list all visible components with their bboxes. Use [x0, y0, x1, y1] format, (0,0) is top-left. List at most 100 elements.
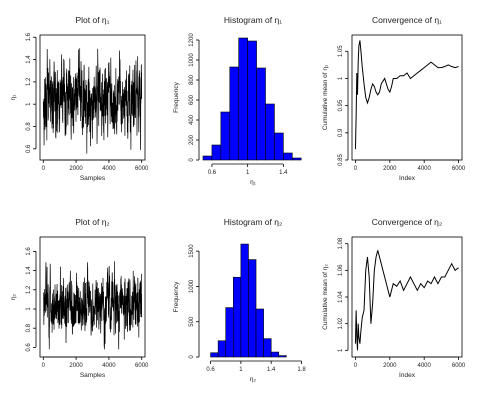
- chart-title: Convergence of η₁: [372, 15, 442, 25]
- y-tick-label: 800: [189, 74, 195, 85]
- y-tick-label: 1.4: [26, 55, 32, 64]
- x-tick-label: 4000: [102, 363, 116, 369]
- y-tick-label: 1.08: [338, 237, 344, 249]
- x-tick-label: 4000: [418, 166, 432, 172]
- panel-conv_eta2: Convergence of η₂ 0 2000 4000 6000 1 1.02 1.04 1…: [322, 217, 466, 379]
- chart-title: Convergence of η₂: [372, 217, 442, 227]
- x-axis-label: η₁: [250, 179, 257, 186]
- x-tick-label: 2000: [383, 166, 397, 172]
- y-axis-label: η₂: [10, 293, 17, 300]
- panel-hist_eta2: Histogram of η₂ 0.6 1 1.4 1.8 0 500 1000 1500 η₂ F…: [173, 217, 306, 383]
- chart-title: Plot of η₂: [75, 217, 110, 227]
- histogram-bar: [256, 67, 266, 161]
- histogram-bar: [210, 352, 219, 358]
- histogram-bar: [202, 155, 213, 161]
- y-axis-label: Frequency: [173, 281, 180, 312]
- histogram-bar: [265, 103, 275, 161]
- y-axis-label: η₁: [10, 94, 17, 101]
- histogram-bar: [225, 307, 234, 358]
- y-tick-label: 0.8: [26, 122, 32, 131]
- histogram-bar: [270, 351, 280, 358]
- x-tick-label: 0: [354, 166, 358, 172]
- trace-line: [42, 261, 143, 350]
- y-tick-label: 1.4: [26, 266, 32, 275]
- panel-hist_eta1: Histogram of η₁ 0.6 1 1.4 0 200 400 600 800 1000 1…: [173, 15, 302, 186]
- y-tick-label: 1.6: [26, 247, 32, 256]
- histogram-bar: [229, 66, 240, 161]
- y-tick-label: 1.02: [338, 317, 344, 329]
- y-tick-label: 0.85: [338, 154, 344, 166]
- y-tick-label: 1: [26, 102, 32, 106]
- y-tick-label: 0.8: [26, 323, 32, 332]
- y-axis-label: Frequency: [173, 81, 180, 112]
- y-tick-label: 0.9: [338, 128, 344, 137]
- histogram-bar: [211, 144, 222, 161]
- y-tick-label: 1200: [189, 33, 195, 47]
- histogram-bar: [233, 276, 242, 358]
- chart-title: Histogram of η₂: [224, 217, 283, 227]
- histogram-bar: [240, 243, 249, 358]
- x-tick-label: 4000: [102, 166, 116, 172]
- x-axis-label: η₂: [250, 376, 257, 383]
- histogram-bar: [291, 157, 302, 161]
- x-tick-label: 1.4: [279, 170, 288, 176]
- x-tick-label: 2000: [383, 363, 397, 369]
- histogram-bar: [263, 338, 272, 358]
- x-tick-label: 1.8: [297, 367, 306, 373]
- y-tick-label: 1.06: [338, 264, 344, 276]
- y-tick-label: 0.6: [26, 144, 32, 153]
- y-tick-label: 1.2: [26, 77, 32, 86]
- histogram-bar: [283, 152, 293, 161]
- y-tick-label: 1500: [189, 244, 195, 258]
- x-axis-label: Index: [399, 372, 416, 379]
- trace-line: [42, 48, 143, 154]
- y-tick-label: 500: [189, 316, 195, 327]
- y-tick-label: 1.6: [26, 32, 32, 41]
- x-tick-label: 6000: [452, 363, 466, 369]
- histogram-bar: [255, 308, 264, 358]
- histogram-bar: [248, 259, 257, 358]
- y-tick-label: 400: [189, 114, 195, 125]
- y-tick-label: 1000: [189, 279, 195, 293]
- cumulative-mean-line: [354, 40, 459, 150]
- y-tick-label: 0: [189, 158, 195, 162]
- x-tick-label: 6000: [135, 166, 149, 172]
- chart-title: Histogram of η₁: [224, 15, 282, 25]
- y-axis-label: Cumulative mean of η₁: [322, 64, 329, 130]
- x-tick-label: 4000: [418, 363, 432, 369]
- x-tick-label: 6000: [452, 166, 466, 172]
- y-tick-label: 1.05: [338, 45, 344, 57]
- x-tick-label: 0: [42, 166, 46, 172]
- x-tick-label: 1: [239, 367, 243, 373]
- y-tick-label: 0.6: [26, 343, 32, 352]
- y-tick-label: 0: [189, 355, 195, 359]
- histogram-bar: [247, 40, 257, 161]
- histogram-bar: [238, 37, 248, 161]
- y-tick-label: 1: [338, 76, 344, 80]
- y-tick-label: 1: [26, 307, 32, 311]
- x-tick-label: 6000: [135, 363, 149, 369]
- y-tick-label: 1: [338, 348, 344, 352]
- panel-trace_eta1: Plot of η₁ 0 2000 4000 6000 0.6 0.8 1 1.2 1.4 1.6 S…: [10, 15, 149, 182]
- y-tick-label: 0.95: [338, 99, 344, 111]
- x-tick-label: 0: [42, 363, 46, 369]
- panel-trace_eta2: Plot of η₂ 0 2000 4000 6000 0.6 0.8 1 1.2 1.4 1.6 S…: [10, 217, 149, 379]
- histogram-bar: [217, 340, 227, 358]
- panel-conv_eta1: Convergence of η₁ 0 2000 4000 6000 0.85 0.9 0.9…: [322, 15, 466, 182]
- x-axis-label: Samples: [80, 372, 106, 379]
- x-tick-label: 0: [354, 363, 358, 369]
- chart-title: Plot of η₁: [75, 15, 109, 25]
- histogram-bar: [274, 132, 284, 161]
- y-axis-label: Cumulative mean of η₂: [322, 264, 329, 330]
- y-tick-label: 600: [189, 94, 195, 105]
- histogram-bar: [220, 111, 231, 161]
- x-axis-label: Samples: [80, 175, 106, 182]
- y-tick-label: 1.04: [338, 291, 344, 303]
- x-axis-label: Index: [399, 175, 416, 182]
- cumulative-mean-line: [354, 250, 459, 351]
- y-tick-label: 1.2: [26, 285, 32, 294]
- x-tick-label: 2000: [69, 166, 83, 172]
- histogram-bar: [278, 355, 287, 358]
- x-tick-label: 1: [246, 170, 250, 176]
- x-tick-label: 1.4: [267, 367, 276, 373]
